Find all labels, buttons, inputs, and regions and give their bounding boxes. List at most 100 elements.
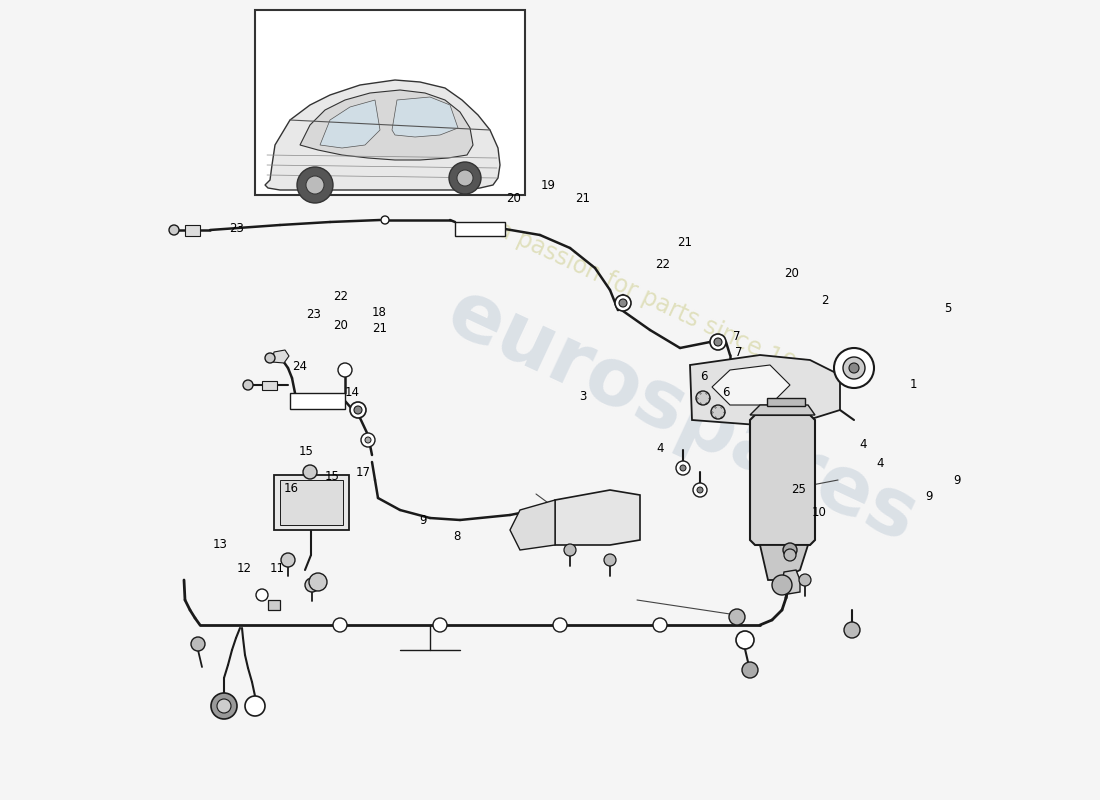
Circle shape bbox=[783, 543, 798, 557]
Circle shape bbox=[711, 405, 725, 419]
Circle shape bbox=[191, 637, 205, 651]
Text: 11: 11 bbox=[270, 562, 285, 574]
Text: 5: 5 bbox=[945, 302, 952, 314]
Text: 7: 7 bbox=[736, 346, 743, 358]
Circle shape bbox=[849, 363, 859, 373]
Circle shape bbox=[265, 353, 275, 363]
Circle shape bbox=[433, 618, 447, 632]
Circle shape bbox=[834, 348, 874, 388]
Text: 2: 2 bbox=[822, 294, 828, 306]
Circle shape bbox=[799, 574, 811, 586]
Text: a passion for parts since 1985: a passion for parts since 1985 bbox=[493, 218, 827, 390]
Text: 20: 20 bbox=[784, 267, 800, 280]
Circle shape bbox=[211, 693, 236, 719]
Polygon shape bbox=[300, 90, 473, 160]
Circle shape bbox=[169, 225, 179, 235]
Text: 17: 17 bbox=[355, 466, 371, 478]
Circle shape bbox=[843, 357, 865, 379]
Text: 1: 1 bbox=[910, 378, 916, 390]
Text: 23: 23 bbox=[306, 308, 321, 321]
Polygon shape bbox=[185, 225, 200, 236]
Bar bbox=[268, 600, 280, 610]
Text: 20: 20 bbox=[506, 192, 521, 205]
Text: 22: 22 bbox=[654, 258, 670, 270]
Polygon shape bbox=[750, 415, 815, 545]
Text: 4: 4 bbox=[860, 438, 867, 450]
Circle shape bbox=[306, 176, 324, 194]
Text: 15: 15 bbox=[298, 446, 314, 458]
Circle shape bbox=[772, 575, 792, 595]
Circle shape bbox=[309, 573, 327, 591]
Polygon shape bbox=[510, 500, 556, 550]
Polygon shape bbox=[750, 405, 815, 415]
Circle shape bbox=[365, 437, 371, 443]
Circle shape bbox=[619, 299, 627, 307]
Circle shape bbox=[338, 363, 352, 377]
Circle shape bbox=[742, 662, 758, 678]
Circle shape bbox=[553, 618, 566, 632]
Text: 19: 19 bbox=[540, 179, 556, 192]
Circle shape bbox=[604, 554, 616, 566]
Text: 6: 6 bbox=[701, 370, 707, 382]
Circle shape bbox=[333, 618, 346, 632]
Circle shape bbox=[564, 544, 576, 556]
Circle shape bbox=[381, 216, 389, 224]
Circle shape bbox=[676, 461, 690, 475]
Text: 20: 20 bbox=[333, 319, 349, 332]
Text: 14: 14 bbox=[344, 386, 360, 398]
Circle shape bbox=[710, 334, 726, 350]
Circle shape bbox=[697, 487, 703, 493]
Bar bbox=[280, 480, 343, 525]
Circle shape bbox=[243, 380, 253, 390]
Circle shape bbox=[361, 433, 375, 447]
Bar bbox=[255, 10, 525, 195]
Bar bbox=[767, 398, 805, 406]
Bar bbox=[290, 393, 345, 409]
Circle shape bbox=[302, 465, 317, 479]
Circle shape bbox=[350, 402, 366, 418]
Text: 24: 24 bbox=[292, 360, 307, 373]
Text: 13: 13 bbox=[212, 538, 228, 550]
Text: 9: 9 bbox=[954, 474, 960, 486]
Circle shape bbox=[784, 549, 796, 561]
Polygon shape bbox=[265, 80, 500, 190]
Text: 23: 23 bbox=[229, 222, 244, 234]
Circle shape bbox=[280, 553, 295, 567]
Text: 4: 4 bbox=[877, 458, 883, 470]
Text: 9: 9 bbox=[926, 490, 933, 502]
Circle shape bbox=[449, 162, 481, 194]
Text: 18: 18 bbox=[372, 306, 387, 318]
Circle shape bbox=[217, 699, 231, 713]
Text: 10: 10 bbox=[812, 506, 827, 518]
Circle shape bbox=[693, 483, 707, 497]
Circle shape bbox=[615, 295, 631, 311]
Circle shape bbox=[354, 406, 362, 414]
Text: 22: 22 bbox=[333, 290, 349, 302]
Polygon shape bbox=[782, 570, 800, 594]
Text: 21: 21 bbox=[676, 236, 692, 249]
Text: 9: 9 bbox=[420, 514, 427, 526]
Circle shape bbox=[714, 338, 722, 346]
Text: 25: 25 bbox=[791, 483, 806, 496]
Circle shape bbox=[297, 167, 333, 203]
Polygon shape bbox=[262, 381, 277, 390]
Bar bbox=[274, 475, 349, 530]
Polygon shape bbox=[760, 545, 808, 580]
Polygon shape bbox=[320, 100, 379, 148]
Text: eurospares: eurospares bbox=[434, 273, 930, 559]
Text: 8: 8 bbox=[453, 530, 460, 542]
Text: 6: 6 bbox=[723, 386, 729, 398]
Circle shape bbox=[844, 622, 860, 638]
Text: 3: 3 bbox=[580, 390, 586, 402]
Text: 16: 16 bbox=[284, 482, 299, 494]
Circle shape bbox=[256, 589, 268, 601]
Circle shape bbox=[736, 631, 754, 649]
Bar bbox=[455, 222, 505, 236]
Circle shape bbox=[305, 578, 319, 592]
Polygon shape bbox=[272, 350, 289, 363]
Text: 7: 7 bbox=[734, 330, 740, 342]
Circle shape bbox=[696, 391, 710, 405]
Text: 4: 4 bbox=[657, 442, 663, 454]
Polygon shape bbox=[712, 365, 790, 405]
Circle shape bbox=[245, 696, 265, 716]
